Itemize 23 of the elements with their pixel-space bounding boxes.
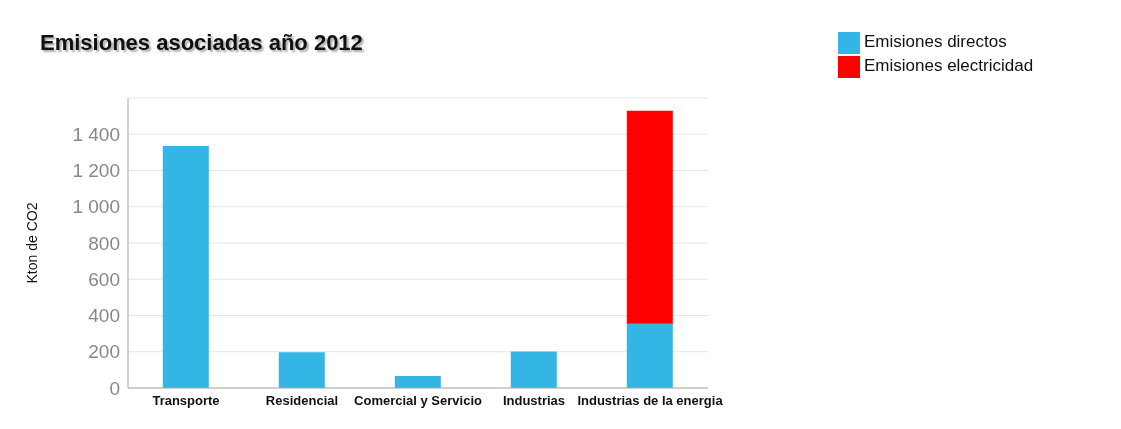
bar [626, 323, 673, 388]
y-tick-label: 1 200 [72, 160, 120, 182]
bar [626, 110, 673, 324]
chart-title: Emisiones asociadas año 2012 [40, 30, 363, 56]
x-tick-label: Comercial y Servicio [354, 393, 482, 409]
bar [162, 146, 209, 388]
legend-label: Emisiones electricidad [864, 56, 1034, 75]
y-tick-label: 0 [109, 377, 120, 399]
y-tick-label: 600 [88, 268, 120, 290]
x-tick-label: Industrias de la energia [577, 393, 724, 409]
x-tick-label: Industrias [502, 393, 566, 409]
y-tick-label: 800 [88, 232, 120, 254]
x-tick-label: Transporte [152, 393, 220, 409]
x-tick-label: Residencial [265, 393, 339, 409]
bar [278, 352, 325, 388]
y-tick-label: 1 000 [72, 196, 120, 218]
bar [394, 376, 441, 388]
bar [510, 351, 557, 388]
y-tick-label: 400 [88, 305, 120, 327]
y-axis-title: Kton de CO2 [23, 202, 40, 284]
y-tick-label: 1 400 [72, 123, 120, 145]
legend-label: Emisiones directos [864, 32, 1007, 51]
y-tick-label: 200 [88, 341, 120, 363]
